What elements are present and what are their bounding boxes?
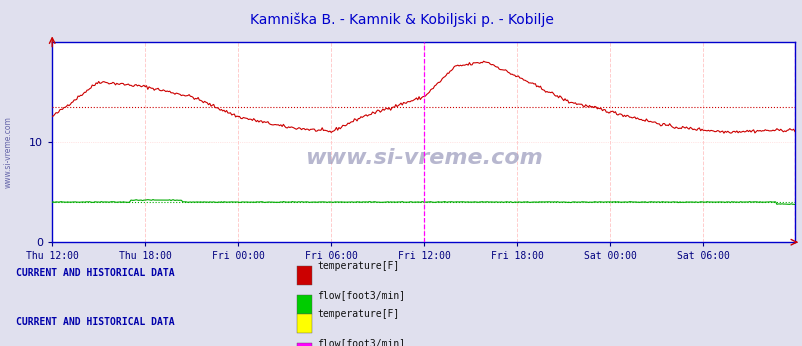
Text: temperature[F]: temperature[F] [317,309,399,319]
Text: CURRENT AND HISTORICAL DATA: CURRENT AND HISTORICAL DATA [16,268,175,278]
Text: flow[foot3/min]: flow[foot3/min] [317,338,405,346]
Text: temperature[F]: temperature[F] [317,261,399,271]
Text: CURRENT AND HISTORICAL DATA: CURRENT AND HISTORICAL DATA [16,317,175,327]
Text: www.si-vreme.com: www.si-vreme.com [304,148,542,168]
Text: flow[foot3/min]: flow[foot3/min] [317,290,405,300]
Text: Kamniška B. - Kamnik & Kobiljski p. - Kobilje: Kamniška B. - Kamnik & Kobiljski p. - Ko… [249,12,553,27]
Text: www.si-vreme.com: www.si-vreme.com [3,116,12,188]
